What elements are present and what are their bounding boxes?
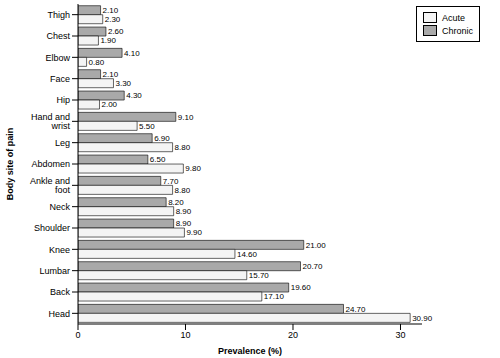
svg-text:Head: Head bbox=[48, 309, 70, 319]
svg-text:Neck: Neck bbox=[49, 202, 70, 212]
svg-text:9.90: 9.90 bbox=[186, 228, 202, 237]
svg-text:6.90: 6.90 bbox=[154, 134, 170, 143]
html-text:Chronic: Chronic bbox=[442, 25, 473, 36]
svg-text:Body site of pain: Body site of pain bbox=[8, 128, 15, 201]
svg-text:Leg: Leg bbox=[55, 138, 70, 148]
svg-text:6.50: 6.50 bbox=[150, 155, 166, 164]
svg-text:20.70: 20.70 bbox=[303, 262, 324, 271]
svg-text:Hand andwrist: Hand andwrist bbox=[31, 112, 71, 131]
svg-text:8.80: 8.80 bbox=[175, 186, 191, 195]
svg-text:14.60: 14.60 bbox=[237, 250, 258, 259]
svg-text:1.90: 1.90 bbox=[100, 36, 116, 45]
svg-text:4.30: 4.30 bbox=[126, 91, 142, 100]
svg-text:8.90: 8.90 bbox=[176, 207, 192, 216]
svg-text:20: 20 bbox=[288, 330, 298, 340]
svg-text:21.00: 21.00 bbox=[306, 241, 327, 250]
svg-text:3.30: 3.30 bbox=[115, 79, 131, 88]
svg-text:30.90: 30.90 bbox=[412, 314, 433, 323]
svg-text:4.10: 4.10 bbox=[124, 49, 140, 58]
svg-text:Back: Back bbox=[50, 287, 71, 297]
svg-text:Ankle andfoot: Ankle andfoot bbox=[30, 176, 71, 195]
svg-text:2.60: 2.60 bbox=[108, 27, 124, 36]
svg-text:7.70: 7.70 bbox=[163, 177, 179, 186]
svg-text:24.70: 24.70 bbox=[346, 305, 367, 314]
svg-text:30: 30 bbox=[395, 330, 405, 340]
svg-text:10: 10 bbox=[180, 330, 190, 340]
svg-text:Chest: Chest bbox=[46, 31, 70, 41]
svg-text:Hip: Hip bbox=[56, 95, 70, 105]
svg-text:Knee: Knee bbox=[49, 245, 70, 255]
svg-text:9.80: 9.80 bbox=[185, 164, 201, 173]
svg-text:2.10: 2.10 bbox=[103, 6, 119, 15]
svg-text:19.60: 19.60 bbox=[291, 283, 312, 292]
svg-text:8.80: 8.80 bbox=[175, 143, 191, 152]
svg-text:Shoulder: Shoulder bbox=[34, 223, 70, 233]
svg-text:8.90: 8.90 bbox=[176, 219, 192, 228]
svg-text:5.50: 5.50 bbox=[139, 122, 155, 131]
svg-text:2.30: 2.30 bbox=[105, 15, 121, 24]
html-text:Acute: Acute bbox=[442, 12, 465, 23]
svg-text:17.10: 17.10 bbox=[264, 292, 285, 301]
svg-text:8.20: 8.20 bbox=[168, 198, 184, 207]
svg-text:9.10: 9.10 bbox=[178, 113, 194, 122]
svg-text:Face: Face bbox=[50, 74, 70, 84]
svg-text:Abdomen: Abdomen bbox=[31, 159, 70, 169]
svg-text:2.00: 2.00 bbox=[101, 100, 117, 109]
svg-text:Lumbar: Lumbar bbox=[39, 266, 70, 276]
svg-text:15.70: 15.70 bbox=[249, 271, 270, 280]
svg-text:0: 0 bbox=[75, 330, 80, 340]
svg-text:2.10: 2.10 bbox=[103, 70, 119, 79]
svg-text:Elbow: Elbow bbox=[45, 53, 70, 63]
svg-text:Prevalence (%): Prevalence (%) bbox=[218, 346, 282, 356]
svg-text:0.80: 0.80 bbox=[89, 58, 105, 67]
svg-text:Thigh: Thigh bbox=[47, 10, 70, 20]
